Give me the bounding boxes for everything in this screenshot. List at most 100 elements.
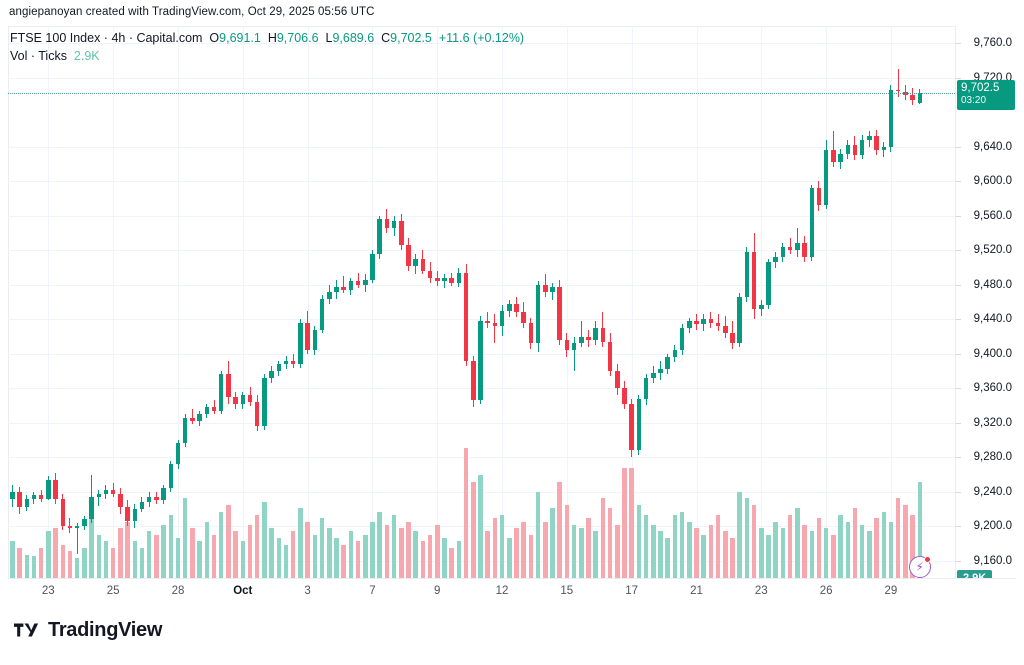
candle-body bbox=[694, 321, 699, 325]
volume-bar bbox=[463, 448, 469, 578]
volume-bar bbox=[636, 504, 642, 578]
price-axis-label: 9,320.0 bbox=[973, 416, 1012, 429]
volume-bar bbox=[773, 521, 778, 578]
candle-wick bbox=[191, 408, 193, 425]
candle-body bbox=[917, 92, 922, 103]
candle-wick bbox=[98, 490, 100, 506]
time-axis-label: 9 bbox=[433, 585, 441, 597]
candle-body bbox=[507, 303, 512, 311]
bolt-glyph: ⚡ bbox=[915, 560, 924, 574]
volume-bar bbox=[471, 481, 476, 578]
volume-bar bbox=[46, 531, 51, 578]
volume-bar bbox=[838, 514, 843, 578]
candle-body bbox=[435, 277, 440, 282]
volume-bar bbox=[190, 528, 195, 578]
candle-body bbox=[283, 360, 289, 365]
grid-line-horizontal bbox=[8, 43, 955, 45]
volume-bar bbox=[67, 551, 73, 578]
volume-bar bbox=[888, 521, 894, 578]
candle-body bbox=[327, 291, 332, 299]
candle-wick bbox=[494, 314, 496, 344]
volume-bar bbox=[831, 534, 836, 578]
candle-body bbox=[701, 319, 706, 325]
time-axis[interactable]: 23 25 28 Oct 3 7 9 12 15 17 21 23 26 29 bbox=[8, 578, 1016, 604]
candle-body bbox=[96, 493, 101, 497]
volume-bar bbox=[550, 508, 555, 578]
volume-bar bbox=[319, 518, 325, 578]
volume-bar bbox=[348, 531, 354, 578]
time-axis-label: 29 bbox=[884, 585, 898, 597]
grid-line-horizontal bbox=[8, 146, 955, 148]
candle-body bbox=[449, 277, 454, 283]
time-axis-label: 28 bbox=[171, 585, 185, 597]
volume-bar bbox=[874, 518, 879, 578]
volume-bar bbox=[881, 511, 886, 578]
current-price-badge[interactable]: 9,702.5 03:20 bbox=[957, 79, 1015, 110]
candle-body bbox=[427, 270, 433, 278]
volume-bar bbox=[744, 498, 750, 578]
candle-body bbox=[679, 327, 685, 351]
volume-bar bbox=[139, 548, 145, 578]
volume-bar bbox=[845, 521, 850, 578]
volume-bar bbox=[327, 528, 332, 578]
volume-bar bbox=[809, 531, 814, 578]
volume-bar bbox=[341, 544, 346, 578]
volume-bar bbox=[643, 514, 649, 578]
candle-body bbox=[341, 286, 346, 290]
volume-bar bbox=[456, 541, 462, 578]
volume-bar bbox=[903, 504, 908, 578]
price-axis-label: 9,600.0 bbox=[973, 175, 1012, 188]
candle-body bbox=[262, 377, 267, 427]
volume-bar bbox=[514, 528, 519, 578]
candle-body bbox=[636, 398, 642, 451]
candle-body bbox=[730, 333, 735, 344]
volume-bar bbox=[607, 508, 613, 578]
candle-body bbox=[391, 220, 397, 228]
candle-body bbox=[377, 219, 382, 254]
volume-bar bbox=[247, 524, 253, 578]
candle-body bbox=[370, 253, 375, 280]
candle-body bbox=[723, 326, 728, 333]
candle-body bbox=[478, 321, 483, 401]
candle-body bbox=[442, 277, 447, 282]
volume-bar bbox=[363, 534, 368, 578]
candle-body bbox=[895, 89, 901, 92]
volume-bar bbox=[154, 534, 159, 578]
candle-body bbox=[528, 322, 534, 344]
volume-bar bbox=[571, 524, 577, 578]
candle-body bbox=[557, 286, 562, 340]
volume-bar bbox=[795, 508, 800, 578]
candle-body bbox=[780, 246, 786, 258]
price-line-dotted bbox=[8, 92, 955, 94]
grid-line-vertical bbox=[242, 26, 244, 578]
candle-body bbox=[888, 89, 894, 147]
candle-body bbox=[240, 395, 245, 404]
candle-body bbox=[319, 298, 325, 330]
volume-bar bbox=[802, 524, 807, 578]
candle-body bbox=[737, 296, 742, 344]
live-data-bolt-icon[interactable]: ⚡ bbox=[908, 556, 931, 578]
current-price-value: 9,702.5 bbox=[961, 81, 1000, 94]
price-axis-tick bbox=[956, 491, 961, 493]
price-axis-tick bbox=[956, 422, 961, 424]
candle-body bbox=[182, 417, 188, 444]
candle-body bbox=[211, 407, 217, 411]
volume-bar bbox=[305, 521, 310, 578]
candle-body bbox=[759, 305, 764, 309]
candle-body bbox=[10, 491, 15, 499]
price-axis[interactable]: 9,760.0 9,720.0 9,640.0 9,600.0 9,560.0 9,520… bbox=[955, 26, 1016, 588]
volume-bar bbox=[492, 518, 498, 578]
volume-bar bbox=[211, 534, 217, 578]
volume-bar bbox=[543, 521, 548, 578]
volume-bar bbox=[766, 534, 771, 578]
candle-wick bbox=[112, 483, 114, 497]
grid-line-horizontal bbox=[8, 77, 955, 79]
bar-countdown: 03:20 bbox=[961, 94, 987, 106]
candle-body bbox=[413, 258, 418, 266]
volume-bar bbox=[226, 504, 231, 578]
volume-bar bbox=[694, 528, 699, 578]
candle-body bbox=[312, 329, 318, 351]
price-axis-tick bbox=[956, 284, 961, 286]
chart-plot-area[interactable] bbox=[8, 26, 955, 578]
volume-bar bbox=[672, 514, 678, 578]
